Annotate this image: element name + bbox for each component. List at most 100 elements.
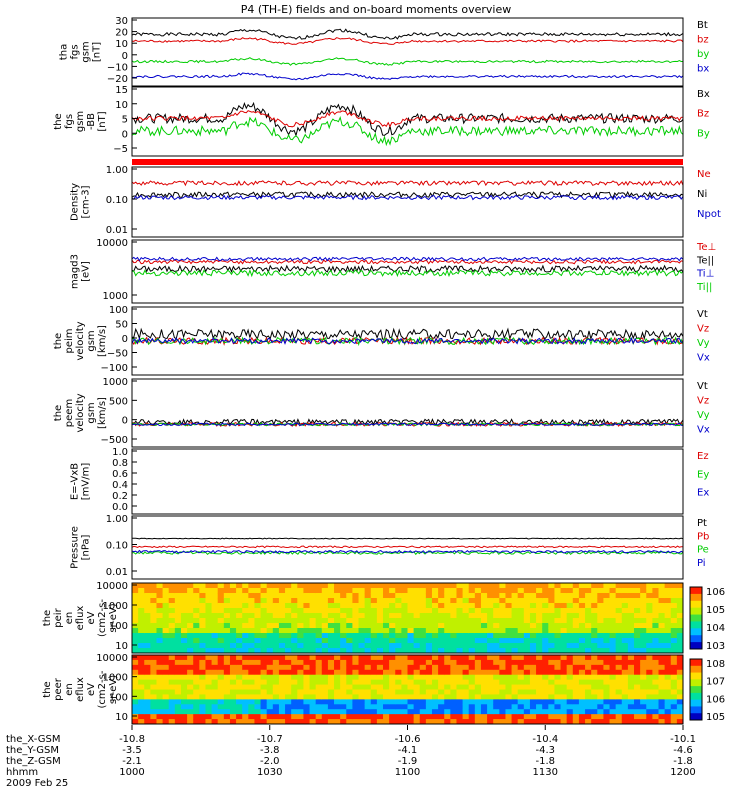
heatmap-cell [334, 714, 341, 720]
heatmap-cell [358, 699, 366, 705]
heatmap-cell [162, 699, 170, 705]
legend-label: Ex [697, 488, 709, 499]
heatmap-cell [548, 669, 555, 676]
heatmap-cell [321, 638, 329, 644]
heatmap-cell [321, 608, 329, 614]
heatmap-cell [248, 694, 255, 700]
heatmap-cell [168, 655, 176, 661]
series-vx-line [131, 422, 684, 427]
heatmap-cell [144, 674, 151, 681]
heatmap-cell [334, 669, 341, 676]
heatmap-cell [517, 694, 525, 700]
heatmap-cell [352, 655, 360, 661]
heatmap-cell [474, 704, 482, 710]
heatmap-cell [187, 704, 194, 710]
heatmap-cell [554, 638, 562, 644]
heatmap-cell [174, 588, 182, 594]
heatmap-cell [578, 588, 586, 594]
heatmap-cell [315, 623, 323, 629]
heatmap-cell [132, 679, 139, 686]
heatmap-cell [438, 714, 445, 720]
heatmap-cell [578, 618, 586, 624]
heatmap-cell [260, 714, 268, 720]
legend-label: Te|| [696, 255, 714, 266]
heatmap-cell [658, 613, 666, 619]
heatmap-cell [407, 679, 415, 686]
heatmap-cell [591, 704, 598, 710]
heatmap-cell [517, 613, 525, 619]
heatmap-cell [150, 638, 157, 644]
footer-value: -4.1 [398, 745, 418, 756]
heatmap-cell [156, 628, 164, 634]
heatmap-cell [346, 655, 353, 661]
heatmap-cell [187, 583, 194, 589]
heatmap-cell [456, 704, 464, 710]
heatmap-cell [450, 588, 457, 594]
heatmap-cell [297, 659, 304, 666]
heatmap-cell [205, 694, 213, 700]
heatmap-cell [609, 638, 617, 644]
heatmap-cell [450, 704, 457, 710]
heatmap-cell [591, 598, 598, 604]
heatmap-cell [634, 684, 641, 690]
footer-value: 1130 [533, 767, 558, 778]
heatmap-cell [634, 704, 641, 710]
heatmap-cell [199, 598, 206, 604]
heatmap-cell [585, 628, 592, 634]
heatmap-cell [156, 659, 164, 666]
footer-value: 1000 [119, 767, 144, 778]
heatmap-cell [327, 694, 335, 700]
heatmap-cell [395, 694, 402, 700]
heatmap-cell [205, 608, 213, 614]
heatmap-cell [340, 679, 347, 686]
heatmap-cell [456, 709, 464, 715]
heatmap-cell [646, 694, 653, 700]
heatmap-cell [383, 633, 390, 639]
heatmap-cell [352, 714, 360, 720]
heatmap-cell [664, 593, 672, 599]
heatmap-cell [401, 608, 408, 614]
heatmap-cell [132, 684, 139, 690]
heatmap-cell [327, 669, 335, 676]
heatmap-cell [376, 593, 384, 599]
colorbar-step [690, 713, 702, 721]
heatmap-cell [327, 583, 335, 589]
heatmap-cell [395, 669, 402, 676]
heatmap-cell [670, 623, 678, 629]
heatmap-cell [132, 704, 139, 710]
heatmap-cell [327, 659, 335, 666]
legend-label: Pb [697, 531, 709, 542]
heatmap-cell [474, 664, 482, 671]
heatmap-cell [603, 714, 611, 720]
heatmap-cell [542, 664, 549, 671]
heatmap-cell [646, 593, 653, 599]
heatmap-cell [205, 623, 213, 629]
heatmap-cell [180, 694, 188, 700]
series-vx-line [131, 336, 684, 345]
heatmap-cell [627, 664, 635, 671]
colorbar-step [690, 665, 702, 674]
heatmap-cell [578, 684, 586, 690]
heatmap-cell [168, 623, 176, 629]
heatmap-cell [321, 623, 329, 629]
heatmap-cell [174, 583, 182, 589]
heatmap-cell [413, 689, 421, 695]
heatmap-cell [278, 664, 286, 671]
heatmap-cell [193, 643, 200, 649]
heatmap-cell [591, 618, 598, 624]
heatmap-cell [346, 689, 353, 695]
heatmap-cell [505, 679, 513, 686]
heatmap-cell [554, 694, 562, 700]
heatmap-cell [505, 628, 513, 634]
heatmap-cell [676, 699, 684, 705]
heatmap-cell [401, 638, 408, 644]
heatmap-cell [615, 694, 623, 700]
heatmap-cell [376, 684, 384, 690]
heatmap-cell [236, 618, 243, 624]
heatmap-cell [585, 714, 592, 720]
heatmap-cell [309, 598, 317, 604]
colorbar-label: 105 [706, 605, 725, 616]
heatmap-cell [242, 669, 249, 676]
heatmap-cell [523, 618, 531, 624]
